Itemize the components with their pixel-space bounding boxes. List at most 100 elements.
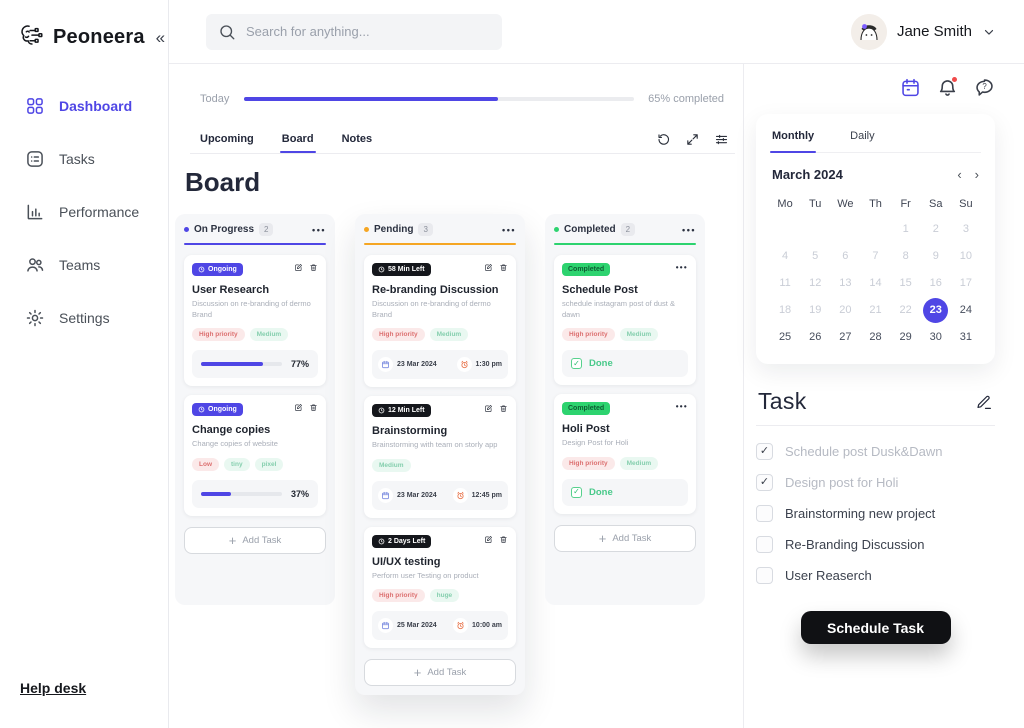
expand-icon[interactable]: [685, 132, 700, 147]
edit-tasks-icon[interactable]: [975, 393, 993, 411]
card-menu-icon[interactable]: •••: [675, 263, 688, 272]
tab-upcoming[interactable]: Upcoming: [200, 133, 254, 145]
calendar-day[interactable]: 31: [959, 331, 973, 343]
calendar-day[interactable]: 30: [929, 331, 942, 343]
calendar-day[interactable]: 28: [869, 331, 882, 343]
clock-icon: [198, 406, 205, 413]
calendar-day[interactable]: 6: [842, 250, 849, 262]
tab-notes[interactable]: Notes: [341, 133, 373, 145]
sidebar-item-teams[interactable]: Teams: [25, 255, 168, 275]
calendar-day[interactable]: 16: [929, 277, 942, 289]
edit-icon[interactable]: [294, 403, 303, 412]
task-checklist-item[interactable]: Brainstorming new project: [756, 505, 995, 522]
help-desk-link[interactable]: Help desk: [20, 680, 87, 696]
task-checklist-item[interactable]: User Reaserch: [756, 567, 995, 584]
checkbox[interactable]: [756, 536, 773, 553]
calendar-day[interactable]: 26: [809, 331, 822, 343]
delete-icon[interactable]: [499, 535, 508, 544]
calendar-day[interactable]: 11: [779, 277, 791, 289]
status-badge: 2 Days Left: [372, 534, 432, 548]
prev-month-icon[interactable]: ‹: [957, 167, 962, 182]
filter-sliders-icon[interactable]: [714, 132, 729, 147]
user-menu[interactable]: Jane Smith: [850, 13, 996, 50]
column-menu-icon[interactable]: •••: [682, 224, 696, 235]
add-task-button[interactable]: + Add Task: [184, 526, 326, 554]
calendar-day[interactable]: 9: [932, 250, 939, 262]
task-card[interactable]: 58 Min Left Re-branding Discussion Discu…: [364, 255, 516, 387]
edit-icon[interactable]: [484, 535, 493, 544]
delete-icon[interactable]: [499, 263, 508, 272]
card-menu-icon[interactable]: •••: [675, 402, 688, 411]
calendar-day[interactable]: 29: [899, 331, 912, 343]
calendar-day[interactable]: 20: [839, 304, 852, 316]
task-divider: [756, 425, 995, 426]
delete-icon[interactable]: [309, 263, 318, 272]
checkbox[interactable]: [756, 505, 773, 522]
calendar-day[interactable]: 3: [962, 223, 969, 235]
add-task-button[interactable]: + Add Task: [554, 524, 696, 552]
help-chat-icon[interactable]: ?: [974, 77, 995, 98]
search-bar[interactable]: [206, 13, 502, 50]
priority-tag: pixel: [254, 457, 284, 471]
sidebar-item-settings[interactable]: Settings: [25, 308, 168, 328]
search-input[interactable]: [246, 24, 490, 39]
task-card[interactable]: 2 Days Left UI/UX testing Perform user T…: [364, 526, 516, 648]
edit-icon[interactable]: [484, 263, 493, 272]
tab-daily[interactable]: Daily: [850, 130, 875, 142]
notifications-bell-icon[interactable]: [937, 76, 958, 98]
calendar-day[interactable]: 5: [812, 250, 819, 262]
calendar-day[interactable]: 10: [959, 250, 973, 262]
calendar-day[interactable]: 27: [839, 331, 852, 343]
delete-icon[interactable]: [309, 403, 318, 412]
calendar-day[interactable]: 2: [932, 223, 939, 235]
tab-monthly[interactable]: Monthly: [769, 130, 817, 153]
calendar-day[interactable]: 12: [809, 277, 822, 289]
collapse-sidebar-icon[interactable]: «: [155, 27, 166, 47]
calendar-day[interactable]: 17: [959, 277, 973, 289]
card-time: 12:45 pm: [471, 491, 502, 499]
task-card[interactable]: Completed ••• Schedule Post schedule ins…: [554, 255, 696, 385]
task-card[interactable]: Ongoing User Research Discussion on re-b…: [184, 255, 326, 386]
calendar-day[interactable]: 19: [809, 304, 822, 316]
calendar-day[interactable]: 24: [959, 304, 973, 316]
task-checklist-item[interactable]: ✓ Schedule post Dusk&Dawn: [756, 443, 995, 460]
next-month-icon[interactable]: ›: [974, 167, 979, 182]
calendar-day[interactable]: 18: [778, 304, 792, 316]
calendar-day[interactable]: 4: [782, 250, 789, 262]
calendar-icon[interactable]: [900, 77, 921, 98]
calendar-day[interactable]: 13: [839, 277, 852, 289]
checkbox[interactable]: ✓: [756, 474, 773, 491]
users-icon: [25, 255, 45, 275]
history-refresh-icon[interactable]: [656, 132, 671, 147]
add-task-button[interactable]: + Add Task: [364, 659, 516, 686]
column-menu-icon[interactable]: •••: [312, 224, 326, 235]
sidebar-item-dashboard[interactable]: Dashboard: [25, 96, 168, 116]
task-checklist-item[interactable]: ✓ Design post for Holi: [756, 474, 995, 491]
calendar-day[interactable]: 21: [869, 304, 882, 316]
calendar-day[interactable]: 8: [902, 250, 909, 262]
task-card[interactable]: Completed ••• Holi Post Design Post for …: [554, 394, 696, 514]
calendar-day[interactable]: 7: [872, 250, 879, 262]
calendar-day[interactable]: 1: [902, 223, 909, 235]
checkbox[interactable]: [756, 567, 773, 584]
task-card[interactable]: 12 Min Left Brainstorming Brainstorming …: [364, 396, 516, 518]
sidebar-item-tasks[interactable]: Tasks: [25, 149, 168, 169]
calendar-day[interactable]: 23: [923, 297, 949, 323]
chevron-down-icon[interactable]: [982, 25, 996, 39]
done-checkbox[interactable]: ✓: [571, 358, 582, 369]
calendar-day[interactable]: 22: [899, 304, 912, 316]
done-checkbox[interactable]: ✓: [571, 486, 582, 498]
sidebar-item-performance[interactable]: Performance: [25, 202, 168, 222]
edit-icon[interactable]: [294, 263, 303, 272]
calendar-day[interactable]: 25: [778, 331, 792, 343]
schedule-task-button[interactable]: Schedule Task: [800, 611, 951, 644]
calendar-day[interactable]: 14: [869, 277, 882, 289]
task-checklist-item[interactable]: Re-Branding Discussion: [756, 536, 995, 553]
delete-icon[interactable]: [499, 404, 508, 413]
checkbox[interactable]: ✓: [756, 443, 773, 460]
edit-icon[interactable]: [484, 404, 493, 413]
tab-board[interactable]: Board: [279, 133, 316, 153]
column-menu-icon[interactable]: •••: [502, 224, 516, 235]
task-card[interactable]: Ongoing Change copies Change copies of w…: [184, 395, 326, 516]
calendar-day[interactable]: 15: [899, 277, 912, 289]
